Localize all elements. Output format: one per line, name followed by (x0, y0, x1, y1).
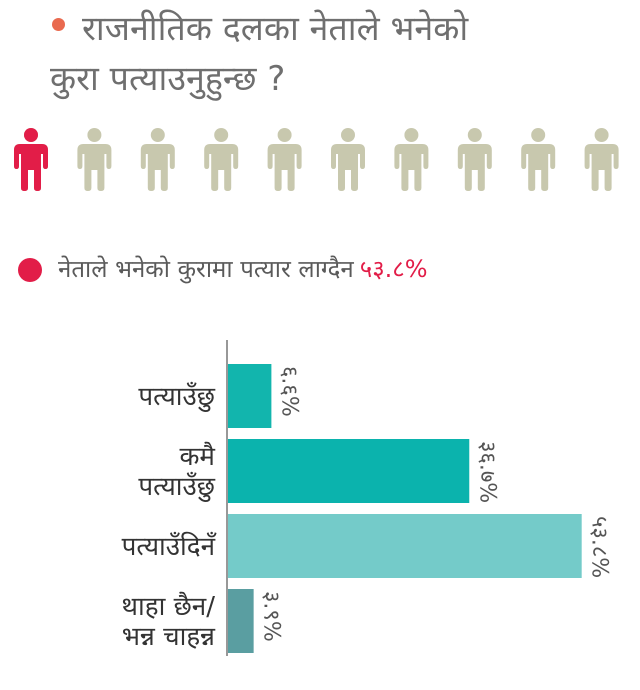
category-label: पत्याउँदिनँ (122, 531, 218, 562)
category-label: थाहा छैन/भन्न चाहन्न (121, 591, 216, 652)
category-label: कमै पत्याउँछु (138, 441, 215, 502)
person-icon (267, 128, 302, 191)
person-icon (331, 128, 365, 191)
bar (228, 589, 254, 653)
title-bullet (52, 18, 65, 31)
bar (228, 514, 582, 578)
person-icon (584, 128, 619, 191)
title-line-1: राजनीतिक दलका नेताले भनेको (82, 9, 469, 49)
value-label: ६.६% (276, 366, 301, 417)
legend-entry: नेताले भनेको कुरामा पत्यार लाग्दैन ५३.८% (58, 252, 428, 286)
value-label: ३६.७% (474, 441, 499, 503)
person-icon (394, 128, 429, 191)
bar (228, 364, 272, 428)
bar (228, 439, 470, 503)
legend-label: नेताले भनेको कुरामा पत्यार लाग्दैन (58, 255, 354, 283)
people-icon-chart (14, 128, 619, 191)
bar-chart: पत्याउँछु ६.६% कमै पत्याउँछु ३६.७% पत्याउँदिन… (121, 340, 612, 656)
person-icon (140, 128, 175, 191)
person-icon (14, 128, 48, 191)
legend-marker (18, 258, 42, 282)
category-label: पत्याउँछु (138, 381, 215, 412)
value-label: ५३.८% (587, 516, 612, 578)
title-line-2: कुरा पत्याउनुहुन्छ ? (50, 59, 286, 99)
page-title: राजनीतिक दलका नेताले भनेको कुरा पत्याउनु… (50, 4, 630, 104)
person-icon (457, 128, 492, 191)
person-icon (521, 128, 556, 191)
legend-value: ५३.८% (359, 255, 428, 283)
value-label: ३.९% (259, 591, 284, 642)
person-icon (204, 128, 239, 191)
person-icon (77, 128, 112, 191)
